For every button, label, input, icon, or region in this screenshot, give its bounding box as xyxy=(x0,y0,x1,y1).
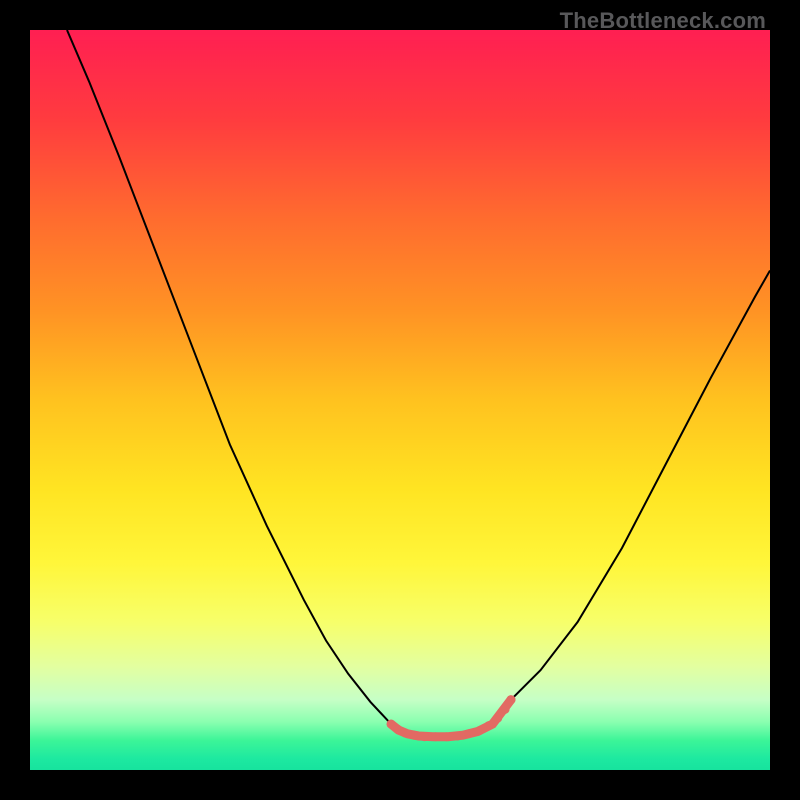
plot-area xyxy=(30,30,770,770)
chart-frame: TheBottleneck.com xyxy=(0,0,800,800)
accent-dot xyxy=(453,731,462,740)
curve-layer xyxy=(30,30,770,770)
bottleneck-curve-left xyxy=(67,30,391,724)
accent-dot xyxy=(507,695,516,704)
accent-dot xyxy=(501,705,510,714)
accent-dot xyxy=(420,732,429,741)
bottleneck-curve-right xyxy=(511,271,770,700)
accent-dot xyxy=(484,721,493,730)
accent-dot xyxy=(464,729,473,738)
accent-dot xyxy=(401,729,410,738)
accent-dot xyxy=(442,732,451,741)
accent-dot xyxy=(410,731,419,740)
accent-dot xyxy=(475,726,484,735)
watermark-text: TheBottleneck.com xyxy=(560,8,766,34)
accent-dot xyxy=(431,732,440,741)
accent-dot xyxy=(493,714,502,723)
